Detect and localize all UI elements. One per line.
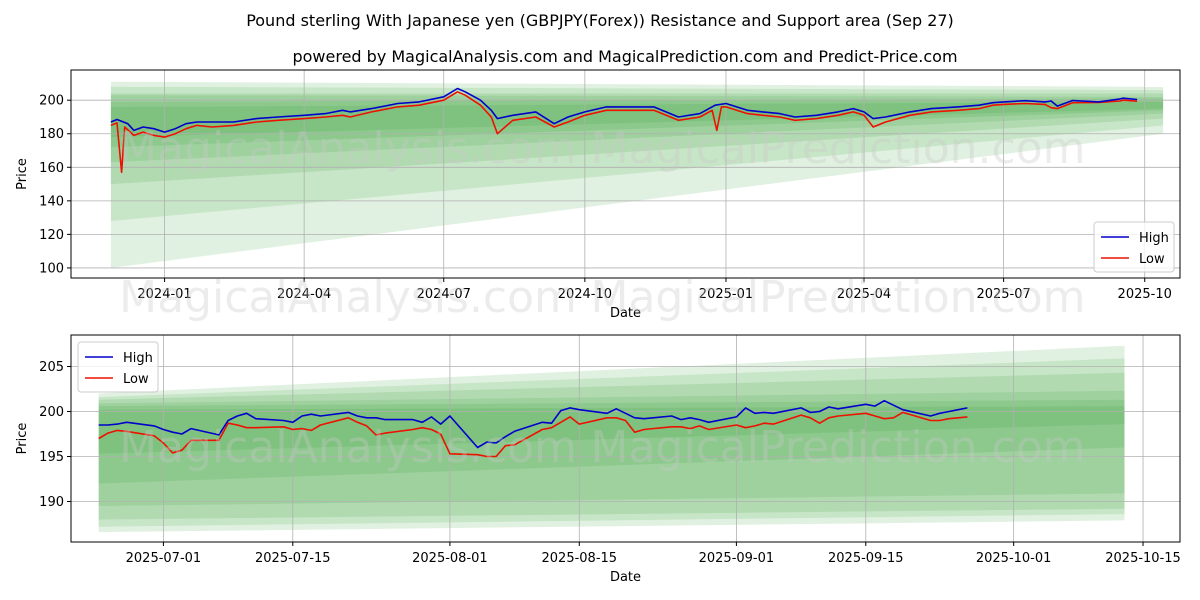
- x-tick-label: 2025-09-01: [699, 551, 775, 566]
- series-line-low: [98, 411, 968, 458]
- watermark-prediction-bottom: MagicalPrediction.com: [591, 422, 1086, 473]
- legend-box: [77, 341, 159, 393]
- x-tick-label: 2025-10: [1118, 287, 1172, 302]
- bottom-chart-frame: [70, 334, 1181, 543]
- chart-subtitle: powered by MagicalAnalysis.com and Magic…: [292, 47, 957, 66]
- legend-label-low: Low: [1139, 252, 1165, 267]
- y-tick-label: 120: [39, 228, 64, 243]
- bottom-chart-grid: [71, 335, 1180, 542]
- x-tick-label: 2025-09-15: [828, 551, 904, 566]
- x-tick-label: 2025-07-15: [255, 551, 331, 566]
- y-tick-label: 160: [39, 161, 64, 176]
- top-chart-frame: [70, 69, 1181, 279]
- top-chart-series: [110, 87, 1138, 174]
- x-tick-label: 2024-07: [417, 287, 471, 302]
- support-resistance-band-1: [110, 81, 1164, 268]
- series-line-high: [110, 87, 1138, 133]
- y-tick-label: 190: [39, 495, 64, 510]
- top-chart-panel: 2024-01 2024-04 2024-07 2024-10 2025-01 2025-…: [15, 69, 1181, 321]
- y-axis-label: Price: [15, 423, 30, 455]
- x-tick-label: 2025-04: [837, 287, 891, 302]
- x-tick-label: 2024-04: [277, 287, 331, 302]
- x-tick-label: 2025-07-01: [126, 551, 202, 566]
- x-tick-label: 2024-10: [558, 287, 612, 302]
- x-tick-label: 2025-08-01: [412, 551, 488, 566]
- x-tick-label: 2025-08-15: [542, 551, 618, 566]
- x-tick-label: 2025-01: [699, 287, 753, 302]
- legend-label-high: High: [123, 351, 153, 366]
- legend-label-high: High: [1139, 231, 1169, 246]
- support-resistance-band-6: [98, 406, 1125, 454]
- y-tick-label: 140: [39, 194, 64, 209]
- watermark-analysis-top: MagicalAnalysis.com: [119, 123, 577, 174]
- support-resistance-band-2: [110, 86, 1164, 221]
- series-line-low: [110, 91, 1138, 174]
- support-resistance-band-1: [98, 345, 1125, 533]
- x-axis-label: Date: [610, 306, 641, 321]
- watermark-layer: MagicalAnalysis.com MagicalPrediction.co…: [119, 123, 1085, 473]
- watermark-prediction-mid: MagicalPrediction.com: [591, 272, 1086, 323]
- x-axis-label: Date: [610, 570, 641, 585]
- legend-label-low: Low: [123, 372, 149, 387]
- bottom-chart-bands: [98, 345, 1125, 533]
- y-tick-label: 180: [39, 127, 64, 142]
- support-resistance-band-4: [98, 390, 1125, 506]
- bottom-chart-panel: 2025-07-01 2025-07-15 2025-08-01 2025-08-15…: [15, 334, 1181, 585]
- legend-box: [1093, 221, 1175, 273]
- y-tick-label: 200: [39, 94, 64, 109]
- watermark-prediction-top: MagicalPrediction.com: [591, 123, 1086, 174]
- watermark-analysis-bottom: MagicalAnalysis.com: [119, 422, 577, 473]
- y-tick-label: 100: [39, 261, 64, 276]
- support-resistance-band-3: [110, 93, 1164, 185]
- x-tick-label: 2024-01: [137, 287, 191, 302]
- x-tick-label: 2025-10-15: [1105, 551, 1181, 566]
- series-line-high: [98, 399, 968, 449]
- support-resistance-band-3: [98, 372, 1125, 520]
- top-chart-grid: [71, 70, 1180, 278]
- bottom-chart-legend: High Low: [77, 341, 159, 393]
- top-chart-ticks: 2024-01 2024-04 2024-07 2024-10 2025-01 2025-…: [39, 94, 1172, 302]
- support-resistance-band-2: [98, 358, 1125, 527]
- top-chart-legend: High Low: [1093, 221, 1175, 273]
- x-tick-label: 2025-07: [976, 287, 1030, 302]
- chart-title: Pound sterling With Japanese yen (GBPJPY…: [246, 11, 954, 30]
- y-tick-label: 195: [39, 450, 64, 465]
- x-tick-label: 2025-10-01: [976, 551, 1052, 566]
- y-axis-label: Price: [15, 158, 30, 190]
- bottom-chart-ticks: 2025-07-01 2025-07-15 2025-08-01 2025-08-15…: [39, 360, 1181, 566]
- y-tick-label: 200: [39, 405, 64, 420]
- bottom-chart-series: [98, 399, 968, 458]
- watermark-analysis-mid: MagicalAnalysis.com: [119, 272, 577, 323]
- y-tick-label: 205: [39, 360, 64, 375]
